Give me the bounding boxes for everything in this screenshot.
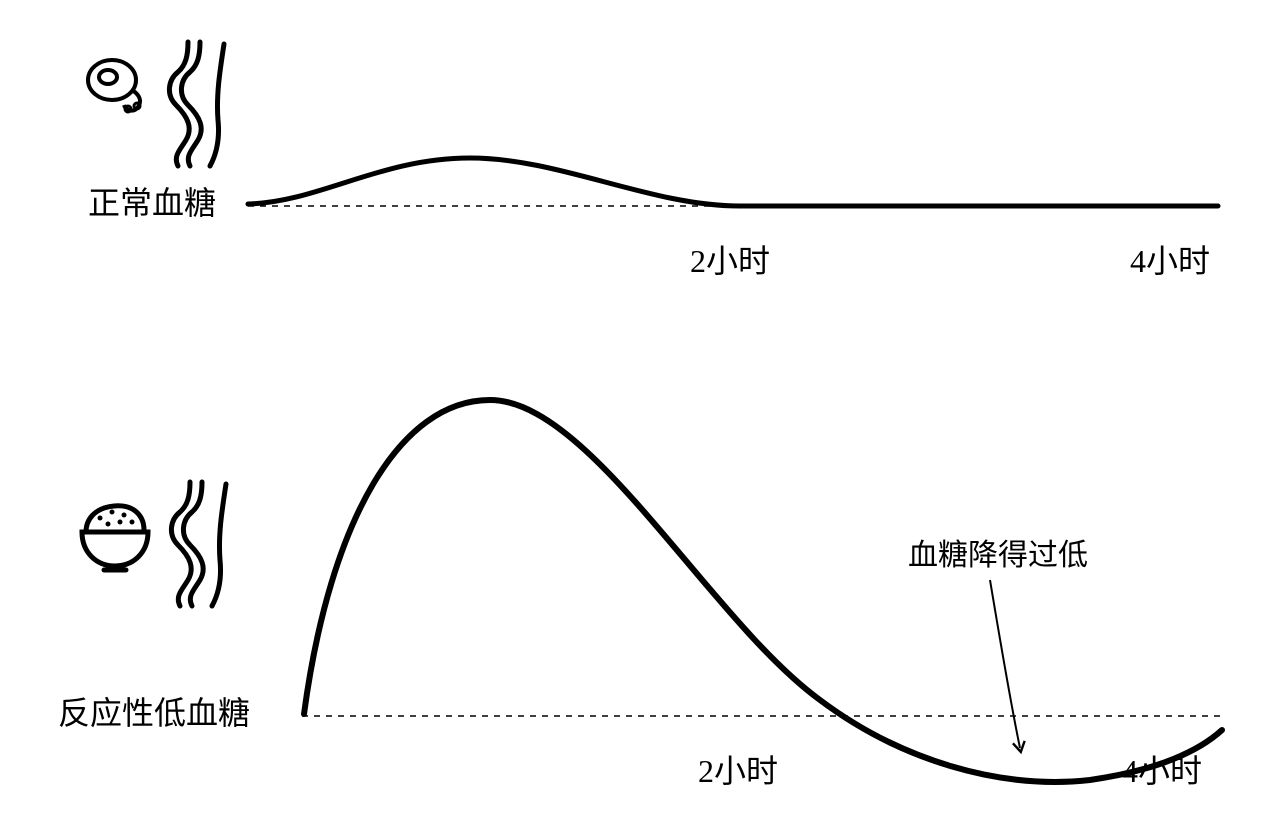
xtick-normal-4h: 4小时	[1130, 236, 1210, 282]
blood-sugar-diagram: 正常血糖 2小时 4小时 反应性低血糖 2小时 4小时 血糖降得过低	[0, 0, 1280, 830]
rice-bowl-icon	[82, 506, 148, 570]
xtick-reactive-2h: 2小时	[698, 746, 778, 792]
curve-normal	[248, 158, 1218, 206]
label-normal: 正常血糖	[88, 178, 216, 224]
digestive-icon-2	[171, 482, 226, 606]
annotation-text: 血糖降得过低	[908, 530, 1088, 574]
xtick-normal-2h: 2小时	[690, 236, 770, 282]
annotation-arrow	[990, 580, 1020, 748]
digestive-icon-1	[169, 42, 224, 166]
meat-icon	[88, 60, 140, 112]
xtick-reactive-4h: 4小时	[1122, 746, 1202, 792]
label-reactive: 反应性低血糖	[58, 688, 250, 734]
curve-reactive	[304, 400, 1222, 782]
